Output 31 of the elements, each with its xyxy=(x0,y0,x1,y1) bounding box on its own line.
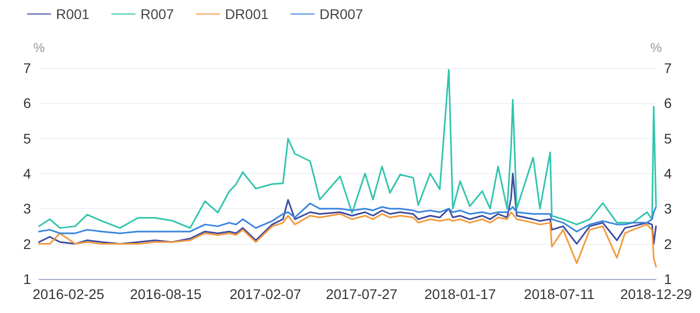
y2-tick-label: 2 xyxy=(664,236,672,252)
x-tick-label: 2016-02-25 xyxy=(32,286,104,302)
line-series xyxy=(38,172,657,245)
y2-tick-label: 7 xyxy=(664,60,672,76)
x-tick-label: 2018-01-17 xyxy=(424,286,496,302)
line-series xyxy=(38,68,657,229)
line-series xyxy=(38,211,657,268)
legend-label: DR001 xyxy=(224,6,269,22)
x-tick-label: 2017-02-07 xyxy=(230,286,302,302)
x-tick-label: 2017-07-27 xyxy=(326,286,398,302)
y2-axis-title: % xyxy=(650,40,662,55)
y2-tick-label: 1 xyxy=(664,271,672,287)
x-tick-label: 2016-08-15 xyxy=(130,286,202,302)
y2-tick-label: 5 xyxy=(664,130,672,146)
y2-tick-label: 4 xyxy=(664,166,672,182)
y-tick-label: 4 xyxy=(23,166,32,182)
x-tick-label: 2018-07-11 xyxy=(524,286,595,302)
y-tick-label: 7 xyxy=(23,60,32,76)
line-series xyxy=(38,202,657,234)
legend-label: R001 xyxy=(56,6,90,22)
y2-tick-label: 6 xyxy=(664,95,672,112)
y-tick-label: 1 xyxy=(23,271,32,287)
x-tick-label: 2018-12-29 xyxy=(620,286,692,302)
y-axis-title: % xyxy=(33,40,46,55)
legend-label: R007 xyxy=(140,6,174,22)
y-tick-label: 5 xyxy=(23,130,32,146)
y-tick-label: 3 xyxy=(23,200,32,217)
legend-label: DR007 xyxy=(320,6,364,22)
y-tick-label: 2 xyxy=(23,236,32,252)
y-tick-label: 6 xyxy=(23,95,32,112)
y2-tick-label: 3 xyxy=(664,200,672,217)
